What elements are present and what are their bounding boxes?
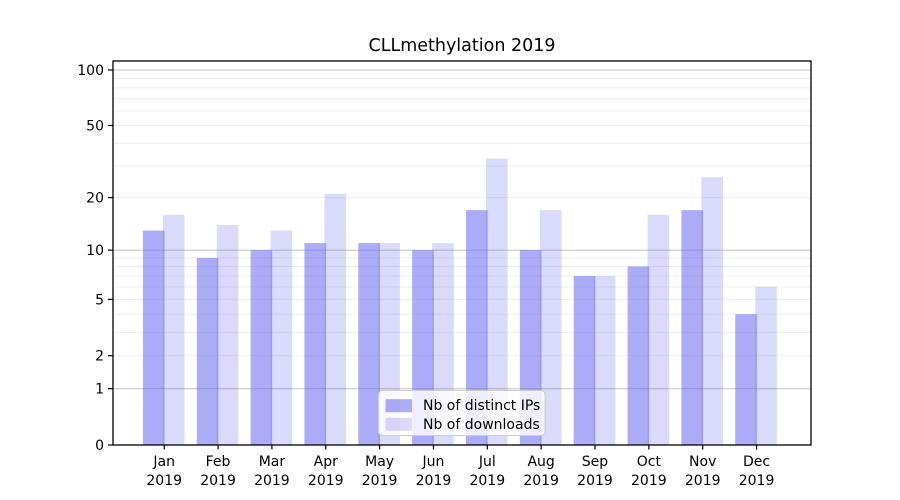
- bar-distinct-ips-feb: [196, 257, 219, 445]
- bar-distinct-ips-dec: [735, 314, 757, 445]
- y-tick-label: 2: [95, 349, 104, 365]
- bar-distinct-ips-jul: [466, 210, 488, 445]
- bar-distinct-ips-jan: [142, 230, 165, 445]
- legend-swatch-distinct-ips: [385, 399, 412, 413]
- month-label: Jun: [422, 454, 445, 470]
- y-tick-label: 20: [86, 191, 104, 207]
- month-label: Oct: [637, 454, 662, 470]
- bar-distinct-ips-oct: [627, 266, 650, 445]
- legend-swatch-downloads: [385, 417, 412, 431]
- month-label: Dec: [743, 454, 770, 470]
- x-tick-label-oct: Oct 2019: [631, 454, 667, 489]
- year-label: 2019: [631, 473, 667, 489]
- y-tick-label: 1: [95, 382, 104, 398]
- year-label: 2019: [739, 473, 775, 489]
- bar-downloads-jul: [486, 158, 508, 445]
- month-label: May: [365, 454, 394, 470]
- x-tick-label-jan: Jan 2019: [146, 454, 182, 489]
- year-label: 2019: [577, 473, 613, 489]
- y-tick-label: 100: [77, 63, 104, 79]
- y-tick-label: 5: [95, 292, 104, 308]
- month-label: Jul: [478, 454, 496, 470]
- x-tick-label-mar: Mar 2019: [254, 454, 290, 489]
- x-tick-label-nov: Nov 2019: [685, 454, 721, 489]
- bar-downloads-aug: [539, 210, 562, 445]
- bar-downloads-jan: [162, 214, 185, 445]
- year-label: 2019: [523, 473, 559, 489]
- bar-downloads-nov: [701, 177, 723, 445]
- bar-distinct-ips-mar: [250, 250, 273, 445]
- x-tick-label-aug: Aug 2019: [523, 454, 559, 489]
- month-label: Jan: [152, 454, 175, 470]
- x-tick-label-jul: Jul 2019: [469, 454, 505, 489]
- year-label: 2019: [146, 473, 182, 489]
- legend: Nb of distinct IPs Nb of downloads: [378, 390, 546, 436]
- bar-downloads-sep: [593, 276, 616, 445]
- year-label: 2019: [469, 473, 505, 489]
- month-label: Feb: [206, 454, 231, 470]
- x-tick-label-jun: Jun 2019: [416, 454, 452, 489]
- year-label: 2019: [254, 473, 290, 489]
- bar-downloads-dec: [755, 286, 777, 445]
- legend-label-downloads: Nb of downloads: [423, 417, 540, 433]
- bar-downloads-feb: [216, 224, 239, 445]
- bar-downloads-oct: [647, 214, 670, 445]
- x-tick-label-may: May 2019: [362, 454, 398, 489]
- legend-box: [378, 390, 546, 436]
- month-label: Sep: [582, 454, 609, 470]
- x-tick-label-sep: Sep 2019: [577, 454, 613, 489]
- bar-distinct-ips-sep: [573, 276, 596, 445]
- bar-distinct-ips-may: [358, 243, 380, 445]
- x-tick-label-feb: Feb 2019: [200, 454, 236, 489]
- bar-downloads-mar: [270, 230, 293, 445]
- x-tick-label-apr: Apr 2019: [308, 454, 344, 489]
- bar-distinct-ips-nov: [681, 210, 703, 445]
- legend-label-distinct-ips: Nb of distinct IPs: [423, 398, 540, 414]
- month-label: Apr: [314, 454, 338, 470]
- bar-distinct-ips-apr: [304, 243, 327, 445]
- y-tick-label: 10: [86, 243, 104, 259]
- month-label: Nov: [689, 454, 716, 470]
- year-label: 2019: [308, 473, 344, 489]
- year-label: 2019: [200, 473, 236, 489]
- year-label: 2019: [362, 473, 398, 489]
- plot-border: [112, 60, 812, 446]
- month-label: Aug: [527, 454, 554, 470]
- year-label: 2019: [416, 473, 452, 489]
- month-label: Mar: [259, 454, 286, 470]
- x-tick-label-dec: Dec 2019: [739, 454, 775, 489]
- y-tick-label: 0: [95, 438, 104, 454]
- chart-title: CLLmethylation 2019: [368, 36, 555, 56]
- bar-downloads-apr: [324, 193, 347, 445]
- year-label: 2019: [685, 473, 721, 489]
- y-tick-label: 50: [86, 118, 104, 134]
